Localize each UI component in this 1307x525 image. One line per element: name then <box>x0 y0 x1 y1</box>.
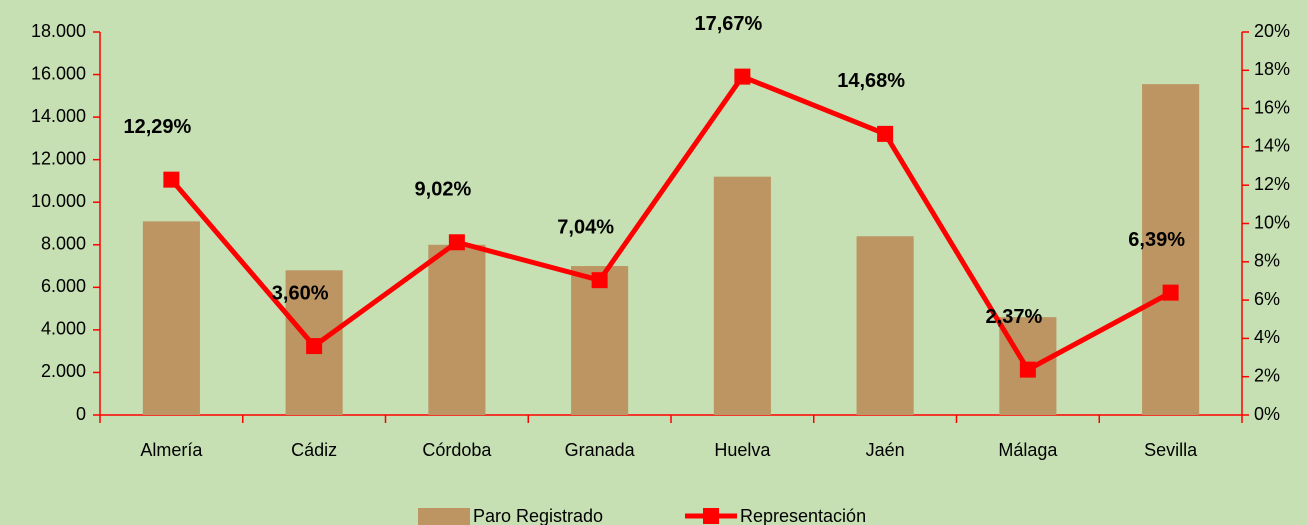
y-tick-label: 8.000 <box>41 234 86 254</box>
y2-tick-label: 20% <box>1254 21 1290 41</box>
x-tick-label: Sevilla <box>1144 440 1198 460</box>
legend-swatch <box>418 508 470 525</box>
x-tick-label: Córdoba <box>422 440 492 460</box>
bar <box>571 266 629 415</box>
y2-tick-label: 2% <box>1254 365 1280 385</box>
y-tick-label: 10.000 <box>31 191 86 211</box>
data-label: 12,29% <box>123 116 191 138</box>
y-tick-label: 12.000 <box>31 148 86 168</box>
line-marker <box>591 272 608 289</box>
bar <box>713 176 771 415</box>
x-tick-label: Huelva <box>714 440 771 460</box>
data-label: 6,39% <box>1128 229 1185 251</box>
y-tick-label: 2.000 <box>41 361 86 381</box>
y2-tick-label: 6% <box>1254 289 1280 309</box>
x-tick-label: Jaén <box>866 440 905 460</box>
x-tick-label: Almería <box>140 440 203 460</box>
y-tick-label: 4.000 <box>41 319 86 339</box>
data-label: 9,02% <box>415 179 472 201</box>
bar <box>142 221 200 415</box>
y2-tick-label: 12% <box>1254 174 1290 194</box>
line <box>169 74 1172 373</box>
y-tick-label: 0 <box>76 404 86 424</box>
y-tick-label: 6.000 <box>41 276 86 296</box>
line-marker <box>448 234 465 251</box>
y2-tick-label: 14% <box>1254 136 1290 156</box>
line-marker <box>163 171 180 188</box>
y-tick-label: 16.000 <box>31 63 86 83</box>
y2-tick-label: 10% <box>1254 212 1290 232</box>
legend-marker <box>703 508 719 524</box>
line-marker <box>734 68 751 85</box>
y2-tick-label: 16% <box>1254 97 1290 117</box>
y2-tick-label: 0% <box>1254 404 1280 424</box>
data-label: 7,04% <box>557 216 614 238</box>
x-tick-label: Málaga <box>998 440 1058 460</box>
y2-tick-label: 8% <box>1254 251 1280 271</box>
line-marker <box>877 125 894 142</box>
data-label: 14,68% <box>837 70 905 92</box>
bar <box>428 244 486 415</box>
data-label: 3,60% <box>272 282 329 304</box>
line-marker <box>1019 361 1036 378</box>
bar <box>1142 84 1200 415</box>
data-label: 2,37% <box>986 306 1043 328</box>
y-tick-label: 18.000 <box>31 21 86 41</box>
x-tick-label: Granada <box>565 440 636 460</box>
line-marker <box>306 338 323 355</box>
data-label: 17,67% <box>694 13 762 35</box>
x-tick-label: Cádiz <box>291 440 337 460</box>
y-tick-label: 14.000 <box>31 106 86 126</box>
y2-tick-label: 4% <box>1254 327 1280 347</box>
bar <box>856 236 914 415</box>
line-marker <box>1162 284 1179 301</box>
legend-label: Paro Registrado <box>473 506 603 525</box>
legend-label: Representación <box>740 506 866 525</box>
y2-tick-label: 18% <box>1254 59 1290 79</box>
